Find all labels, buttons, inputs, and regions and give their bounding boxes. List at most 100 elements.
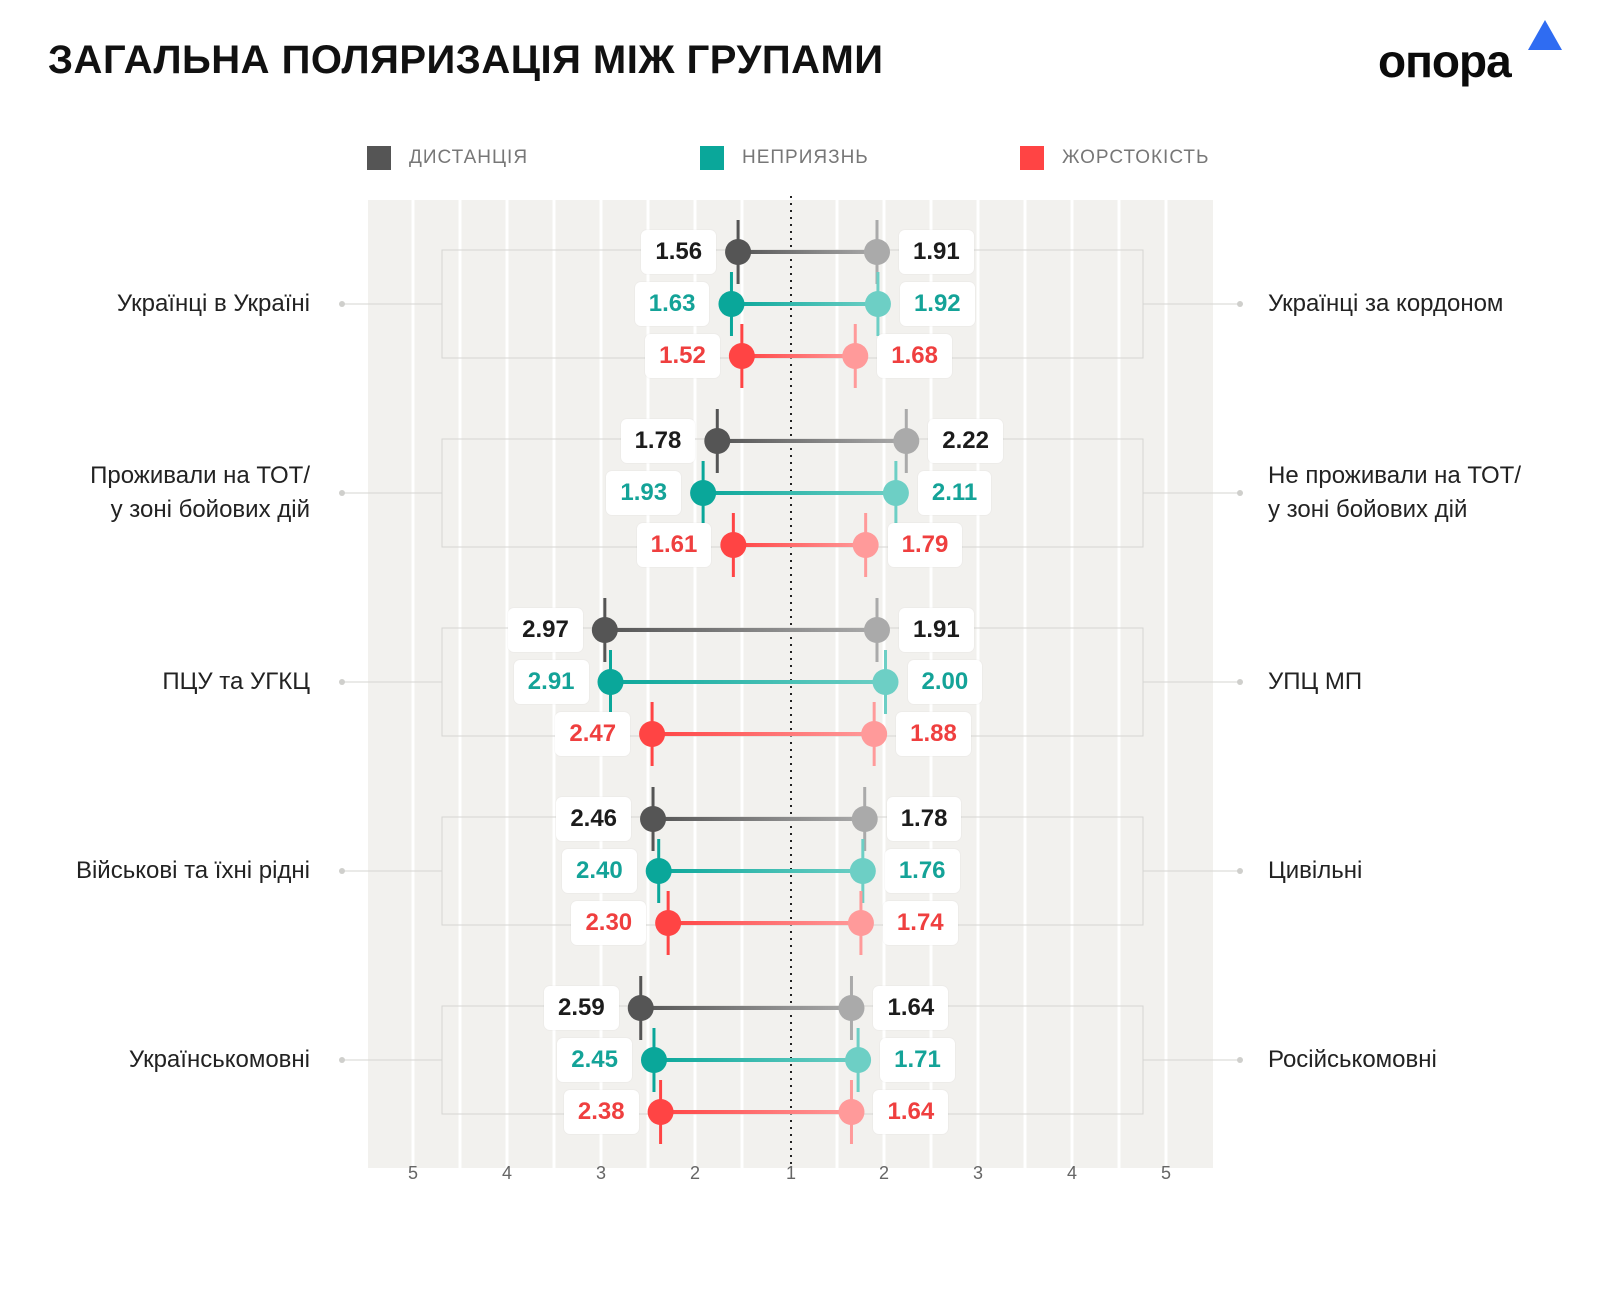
group-right-label: Російськомовні xyxy=(1268,1046,1437,1073)
left-point-cruelty xyxy=(728,343,755,369)
left-point-distance xyxy=(591,617,618,643)
left-value-label-cruelty: 2.30 xyxy=(571,901,647,945)
right-value-label-distance: 1.91 xyxy=(898,608,974,652)
group-right-label: Українці за кордоном xyxy=(1268,290,1504,317)
left-value-label-hostility: 2.40 xyxy=(561,849,637,893)
right-point-hostility xyxy=(845,1047,872,1073)
group-right-label: Не проживали на ТОТ/у зоні бойових дій xyxy=(1268,462,1521,523)
right-point-cruelty xyxy=(842,343,869,369)
right-value-label-hostility: 2.11 xyxy=(917,471,992,515)
right-value-label-cruelty: 1.79 xyxy=(887,523,963,567)
group-left-label: Військові та їхні рідні xyxy=(75,857,310,884)
right-connector-dot xyxy=(1237,1057,1243,1063)
left-point-distance xyxy=(704,428,731,454)
right-value-label-cruelty: 1.74 xyxy=(882,901,958,945)
opora-logo: опора xyxy=(1378,20,1574,90)
axis-tick-label: 2 xyxy=(878,1163,889,1183)
axis-tick-label: 4 xyxy=(501,1163,512,1183)
legend-label-cruelty: ЖОРСТОКІСТЬ xyxy=(1062,147,1210,168)
group-left-label: ПЦУ та УГКЦ xyxy=(162,668,310,695)
left-point-hostility xyxy=(718,291,745,317)
right-point-cruelty xyxy=(838,1099,865,1125)
legend-item-cruelty: ЖОРСТОКІСТЬ xyxy=(1020,146,1210,170)
left-point-hostility xyxy=(690,480,717,506)
right-point-cruelty xyxy=(847,910,874,936)
right-value-label-distance: 1.78 xyxy=(886,797,962,841)
group-right-label: УПЦ МП xyxy=(1268,668,1363,695)
group-left-label: Українськомовні xyxy=(128,1046,310,1073)
left-value-label-cruelty: 1.52 xyxy=(645,334,720,378)
logo-triangle-icon xyxy=(1528,20,1562,50)
right-point-hostility xyxy=(872,669,899,695)
left-value-label-distance: 1.78 xyxy=(620,419,696,463)
right-point-distance xyxy=(863,239,890,265)
right-point-distance xyxy=(893,428,920,454)
axis-tick-label: 2 xyxy=(689,1163,700,1183)
right-value-label-distance: 2.22 xyxy=(928,419,1003,463)
left-point-hostility xyxy=(597,669,624,695)
left-value-label-distance: 1.56 xyxy=(641,230,717,274)
right-point-hostility xyxy=(849,858,876,884)
group-left-label: Проживали на ТОТ/у зоні бойових дій xyxy=(90,462,310,523)
right-point-hostility xyxy=(882,480,909,506)
left-point-cruelty xyxy=(639,721,666,747)
right-value-label-distance: 1.91 xyxy=(898,230,974,274)
right-connector-dot xyxy=(1237,868,1243,874)
left-connector-dot xyxy=(339,868,345,874)
left-point-cruelty xyxy=(720,532,747,558)
legend-item-distance: ДИСТАНЦІЯ xyxy=(367,146,528,170)
legend-swatch-cruelty xyxy=(1020,146,1044,170)
right-value-label-cruelty: 1.64 xyxy=(873,1090,949,1134)
right-point-distance xyxy=(863,617,890,643)
axis-tick-label: 3 xyxy=(972,1163,983,1183)
right-connector-dot xyxy=(1237,490,1243,496)
left-connector-dot xyxy=(339,679,345,685)
right-value-label-hostility: 1.92 xyxy=(899,282,975,326)
right-connector-dot xyxy=(1237,301,1243,307)
left-value-label-distance: 2.59 xyxy=(544,986,619,1030)
legend-label-distance: ДИСТАНЦІЯ xyxy=(409,147,529,168)
left-point-distance xyxy=(725,239,752,265)
left-connector-dot xyxy=(339,1057,345,1063)
left-point-cruelty xyxy=(655,910,682,936)
left-value-label-hostility: 2.91 xyxy=(513,660,589,704)
left-connector-dot xyxy=(339,301,345,307)
right-value-label-cruelty: 1.68 xyxy=(877,334,952,378)
legend-swatch-hostility xyxy=(700,146,724,170)
left-value-label-distance: 2.97 xyxy=(508,608,583,652)
left-point-distance xyxy=(640,806,667,832)
legend-swatch-distance xyxy=(367,146,391,170)
right-point-hostility xyxy=(864,291,891,317)
group-left-label: Українці в Україні xyxy=(116,290,310,317)
axis-tick-label: 1 xyxy=(785,1163,796,1183)
left-connector-dot xyxy=(339,490,345,496)
axis-tick-label: 4 xyxy=(1066,1163,1077,1183)
axis-tick-label: 5 xyxy=(407,1163,418,1183)
axis-tick-label: 5 xyxy=(1160,1163,1171,1183)
legend-label-hostility: НЕПРИЯЗНЬ xyxy=(742,147,869,168)
left-value-label-distance: 2.46 xyxy=(556,797,632,841)
group-right-label: Цивільні xyxy=(1268,857,1363,884)
right-value-label-distance: 1.64 xyxy=(873,986,949,1030)
legend-item-hostility: НЕПРИЯЗНЬ xyxy=(700,146,869,170)
right-point-cruelty xyxy=(852,532,879,558)
right-point-distance xyxy=(838,995,865,1021)
left-point-distance xyxy=(627,995,654,1021)
axis-tick-label: 3 xyxy=(595,1163,606,1183)
chart-title: ЗАГАЛЬНА ПОЛЯРИЗАЦІЯ МІЖ ГРУПАМИ xyxy=(48,38,884,82)
left-value-label-hostility: 1.63 xyxy=(634,282,710,326)
left-value-label-cruelty: 2.38 xyxy=(563,1090,639,1134)
left-point-cruelty xyxy=(647,1099,674,1125)
left-value-label-cruelty: 1.61 xyxy=(636,523,712,567)
right-value-label-hostility: 1.71 xyxy=(880,1038,955,1082)
left-point-hostility xyxy=(640,1047,667,1073)
right-value-label-hostility: 2.00 xyxy=(907,660,983,704)
logo-text: опора xyxy=(1378,35,1512,87)
right-connector-dot xyxy=(1237,679,1243,685)
right-point-cruelty xyxy=(861,721,888,747)
left-value-label-hostility: 1.93 xyxy=(606,471,682,515)
right-value-label-hostility: 1.76 xyxy=(884,849,960,893)
right-point-distance xyxy=(851,806,878,832)
right-value-label-cruelty: 1.88 xyxy=(896,712,971,756)
